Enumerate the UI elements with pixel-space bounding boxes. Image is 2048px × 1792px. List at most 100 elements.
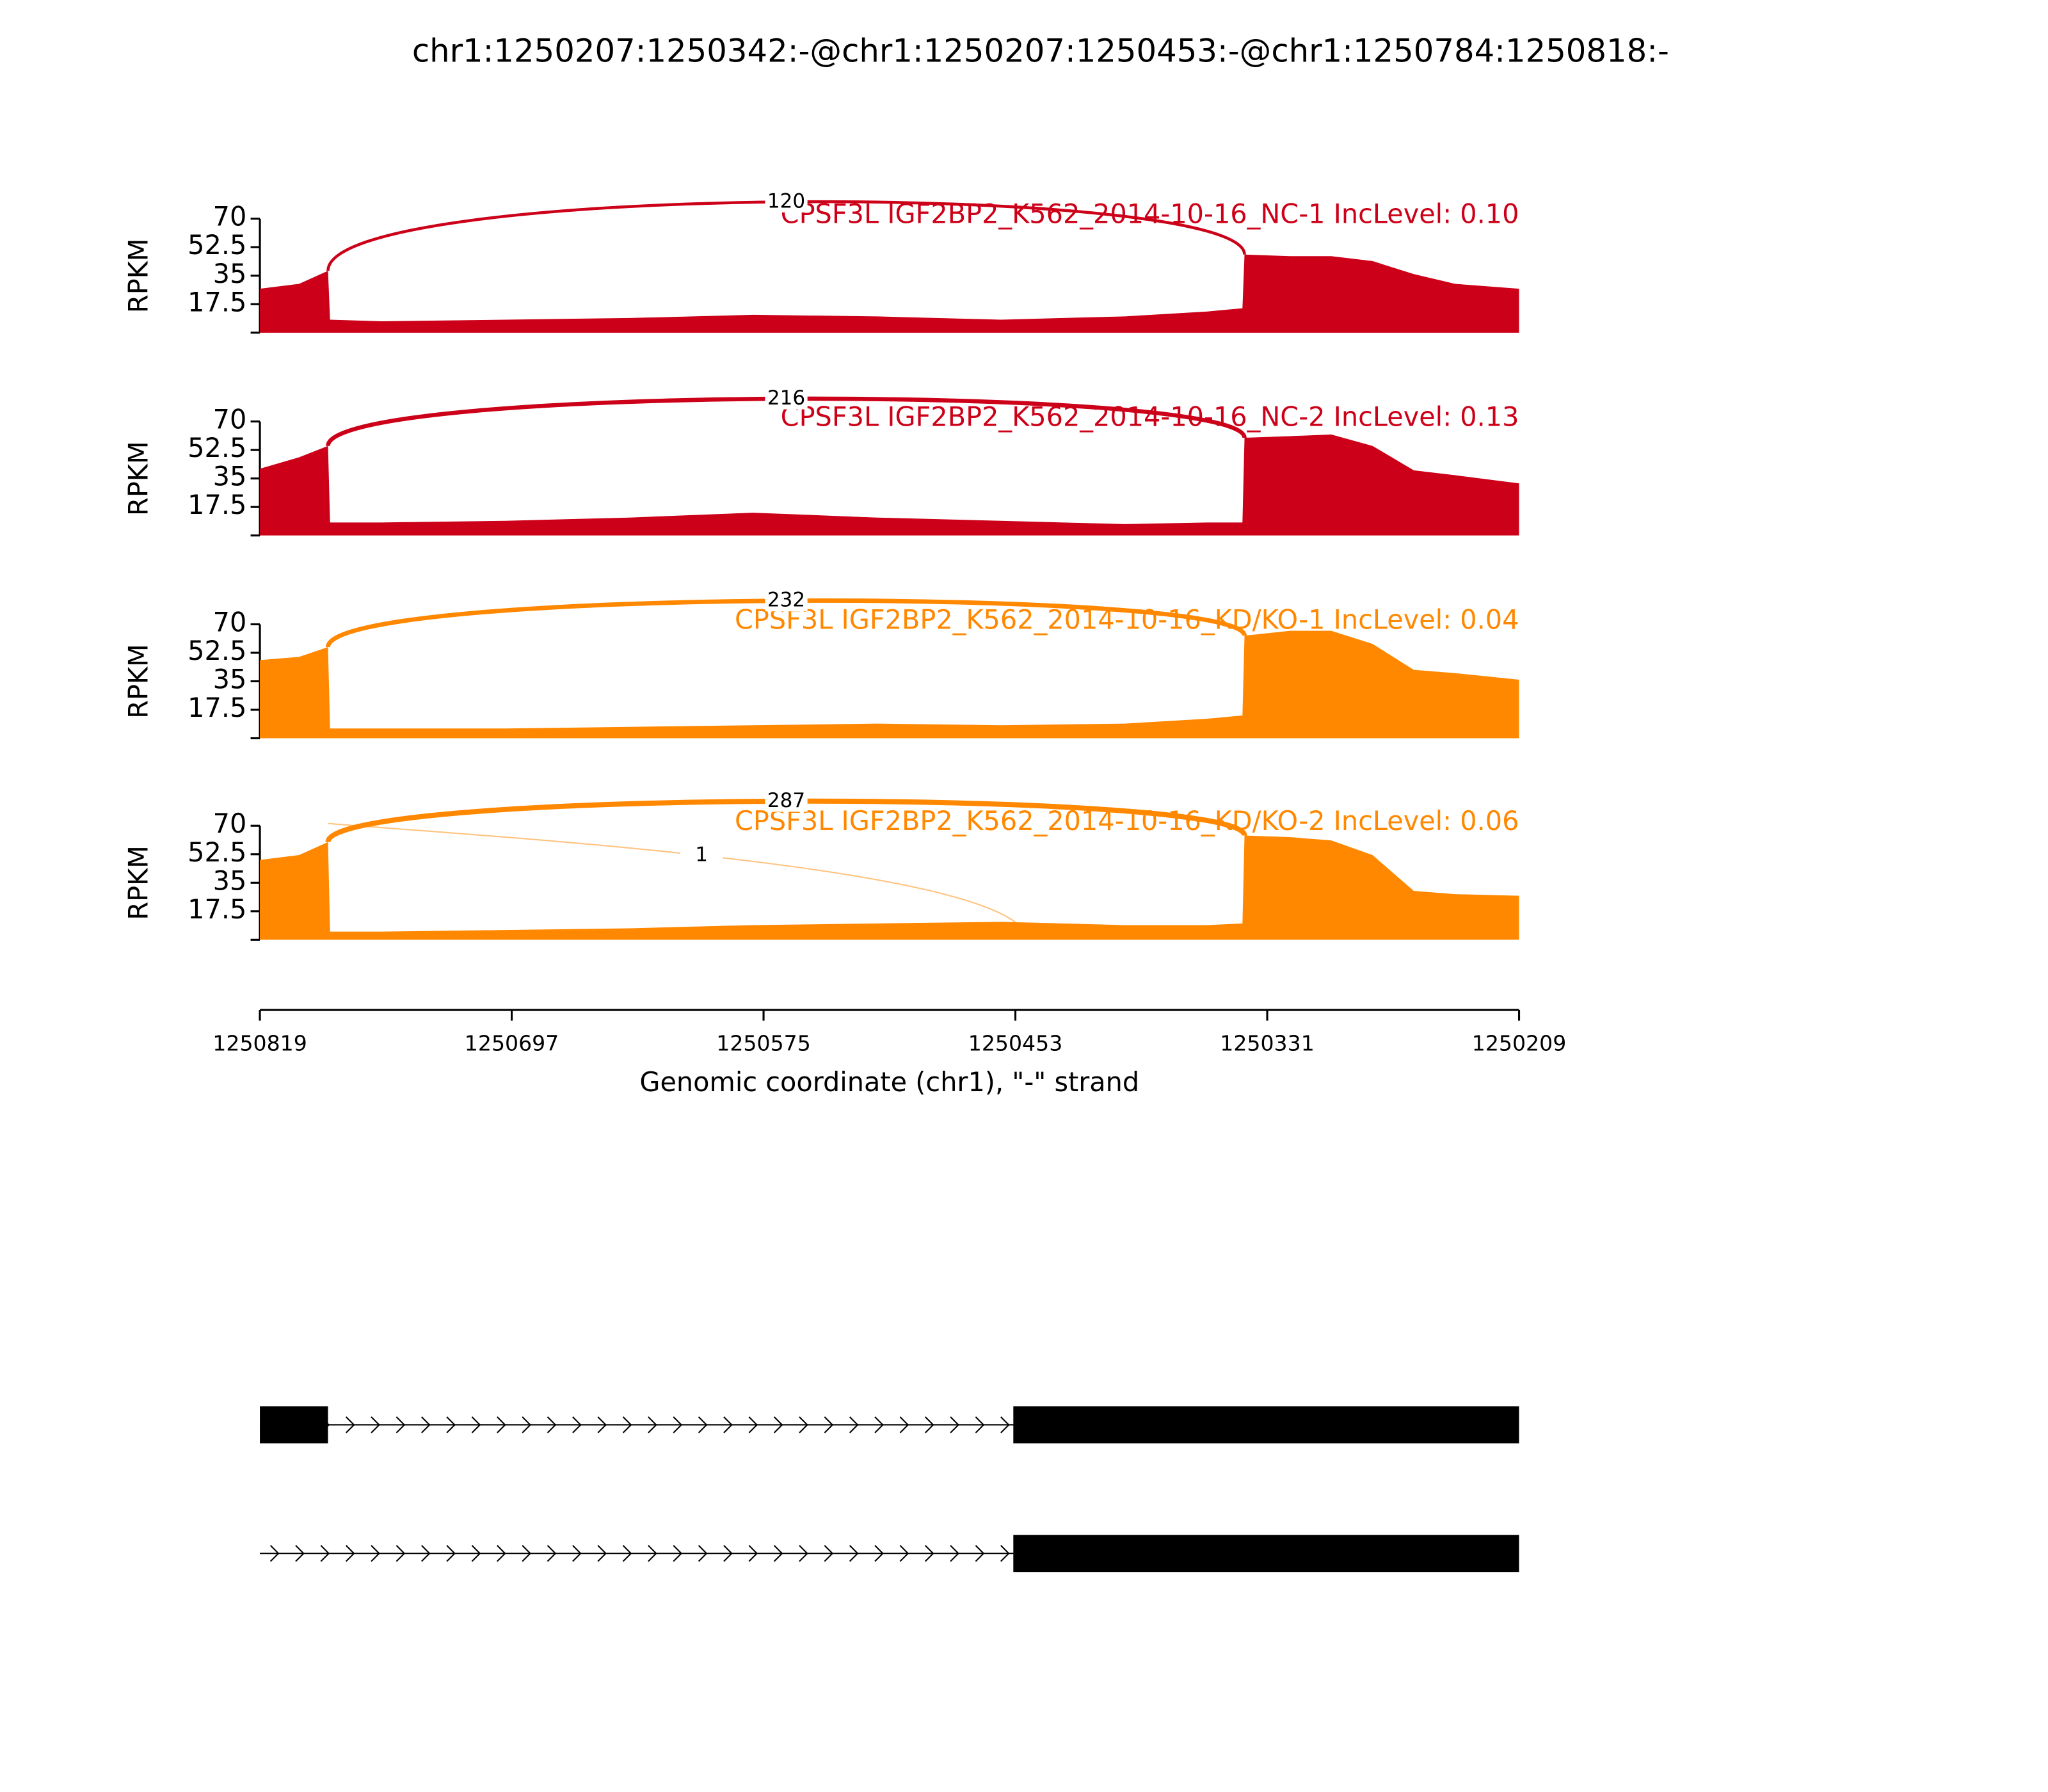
strand-chevron [975, 1416, 985, 1434]
coverage-area [260, 434, 1519, 536]
chart-title: chr1:1250207:1250342:-@chr1:1250207:1250… [412, 32, 1669, 69]
y-tick-label: 17.5 [188, 692, 246, 723]
strand-chevron [572, 1545, 582, 1562]
strand-chevron [698, 1545, 708, 1562]
y-tick-label: 35 [213, 664, 247, 694]
strand-chevron [597, 1545, 607, 1562]
strand-chevron [673, 1545, 683, 1562]
strand-chevron [723, 1416, 733, 1434]
junction-arc [328, 822, 1016, 923]
junction-label-bg [680, 845, 723, 867]
junction-label: 287 [767, 789, 805, 812]
strand-chevron [446, 1416, 456, 1434]
strand-chevron [1000, 1416, 1010, 1434]
y-tick-label: 52.5 [188, 433, 246, 463]
coverage-area [260, 835, 1519, 940]
y-tick-label: 35 [213, 259, 247, 289]
strand-chevron [622, 1545, 632, 1562]
strand-chevron [446, 1545, 456, 1562]
strand-chevron [698, 1416, 708, 1434]
y-tick-label: 70 [213, 404, 247, 435]
strand-chevron [849, 1416, 859, 1434]
strand-chevron [673, 1416, 683, 1434]
y-tick-label: 52.5 [188, 230, 246, 260]
strand-chevron [547, 1545, 557, 1562]
y-tick-label: 17.5 [188, 490, 246, 520]
strand-chevron [799, 1416, 808, 1434]
y-tick-label: 70 [213, 808, 247, 839]
strand-chevron [748, 1416, 758, 1434]
junction-label: 1 [695, 844, 708, 867]
strand-chevron [824, 1545, 834, 1562]
strand-chevron [345, 1416, 355, 1434]
strand-chevron [522, 1416, 532, 1434]
junction-label-bg [765, 590, 808, 612]
strand-chevron [824, 1416, 834, 1434]
strand-chevron [849, 1545, 859, 1562]
y-tick-label: 52.5 [188, 837, 246, 868]
junction-label: 216 [767, 387, 805, 410]
strand-chevron [799, 1545, 808, 1562]
y-tick-label: 17.5 [188, 287, 246, 317]
x-tick-label: 1250453 [968, 1030, 1063, 1055]
coverage-area [260, 630, 1519, 739]
y-axis-label: RPKM [124, 441, 154, 516]
y-tick-label: 35 [213, 865, 247, 896]
y-axis-label: RPKM [124, 845, 154, 920]
x-tick-label: 1250697 [465, 1030, 559, 1055]
junction-label-bg [765, 388, 808, 410]
strand-chevron [648, 1545, 657, 1562]
strand-chevron [396, 1416, 406, 1434]
x-axis-label: Genomic coordinate (chr1), "-" strand [639, 1067, 1139, 1098]
x-tick-label: 1250819 [212, 1030, 307, 1055]
junction-label: 120 [767, 189, 805, 212]
strand-chevron [924, 1545, 934, 1562]
strand-chevron [899, 1545, 909, 1562]
strand-chevron [371, 1545, 380, 1562]
strand-chevron [371, 1416, 380, 1434]
x-tick-label: 1250575 [716, 1030, 811, 1055]
strand-chevron [471, 1545, 481, 1562]
x-tick-label: 1250209 [1472, 1030, 1567, 1055]
strand-chevron [420, 1545, 431, 1562]
panel-title: CPSF3L IGF2BP2_K562_2014-10-16_NC-2 IncL… [781, 401, 1519, 432]
exon [1013, 1535, 1519, 1572]
y-tick-label: 52.5 [188, 636, 246, 666]
junction-label-bg [765, 790, 808, 812]
strand-chevron [950, 1416, 959, 1434]
strand-chevron [572, 1416, 582, 1434]
strand-chevron [648, 1416, 657, 1434]
strand-chevron [269, 1545, 280, 1562]
strand-chevron [622, 1416, 632, 1434]
strand-chevron [723, 1545, 733, 1562]
exon [1013, 1406, 1519, 1444]
strand-chevron [547, 1416, 557, 1434]
y-tick-label: 35 [213, 461, 247, 492]
y-axis-label: RPKM [124, 644, 154, 719]
exon [260, 1406, 328, 1444]
x-tick-label: 1250331 [1220, 1030, 1315, 1055]
strand-chevron [773, 1416, 783, 1434]
y-axis-label: RPKM [124, 238, 154, 313]
strand-chevron [748, 1545, 758, 1562]
strand-chevron [497, 1416, 506, 1434]
strand-chevron [773, 1545, 783, 1562]
strand-chevron [497, 1545, 506, 1562]
strand-chevron [597, 1416, 607, 1434]
strand-chevron [345, 1545, 355, 1562]
coverage-area [260, 254, 1519, 333]
junction-label: 232 [767, 589, 805, 612]
strand-chevron [320, 1545, 330, 1562]
strand-chevron [874, 1545, 884, 1562]
strand-chevron [975, 1545, 985, 1562]
junction-label-bg [765, 191, 808, 212]
strand-chevron [420, 1416, 431, 1434]
y-tick-label: 17.5 [188, 894, 246, 925]
y-tick-label: 70 [213, 607, 247, 637]
strand-chevron [295, 1545, 305, 1562]
strand-chevron [899, 1416, 909, 1434]
strand-chevron [950, 1545, 959, 1562]
strand-chevron [924, 1416, 934, 1434]
